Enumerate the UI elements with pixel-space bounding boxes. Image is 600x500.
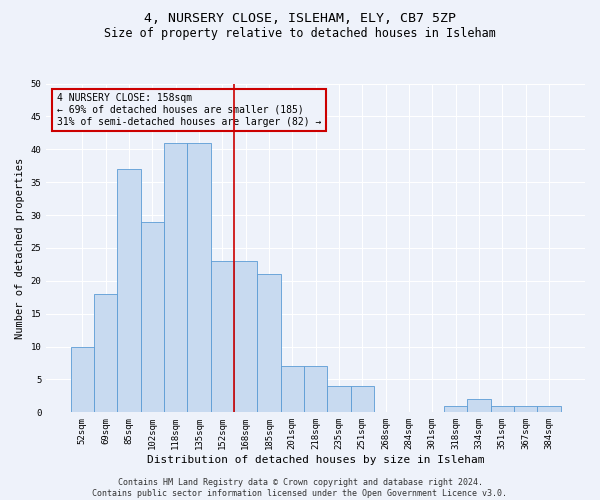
Bar <box>304 366 327 412</box>
Bar <box>467 399 491 412</box>
Bar <box>140 222 164 412</box>
Y-axis label: Number of detached properties: Number of detached properties <box>15 158 25 338</box>
Bar <box>71 346 94 412</box>
Bar <box>514 406 537 412</box>
Bar <box>118 169 140 412</box>
Text: 4, NURSERY CLOSE, ISLEHAM, ELY, CB7 5ZP: 4, NURSERY CLOSE, ISLEHAM, ELY, CB7 5ZP <box>144 12 456 26</box>
Text: 4 NURSERY CLOSE: 158sqm
← 69% of detached houses are smaller (185)
31% of semi-d: 4 NURSERY CLOSE: 158sqm ← 69% of detache… <box>57 94 322 126</box>
Text: Size of property relative to detached houses in Isleham: Size of property relative to detached ho… <box>104 28 496 40</box>
Bar <box>350 386 374 412</box>
Bar <box>327 386 350 412</box>
Bar <box>444 406 467 412</box>
Bar <box>257 274 281 412</box>
Bar <box>281 366 304 412</box>
Text: Contains HM Land Registry data © Crown copyright and database right 2024.
Contai: Contains HM Land Registry data © Crown c… <box>92 478 508 498</box>
Bar <box>491 406 514 412</box>
Bar <box>94 294 118 412</box>
Bar <box>234 261 257 412</box>
X-axis label: Distribution of detached houses by size in Isleham: Distribution of detached houses by size … <box>147 455 484 465</box>
Bar <box>211 261 234 412</box>
Bar <box>187 142 211 412</box>
Bar <box>537 406 560 412</box>
Bar <box>164 142 187 412</box>
